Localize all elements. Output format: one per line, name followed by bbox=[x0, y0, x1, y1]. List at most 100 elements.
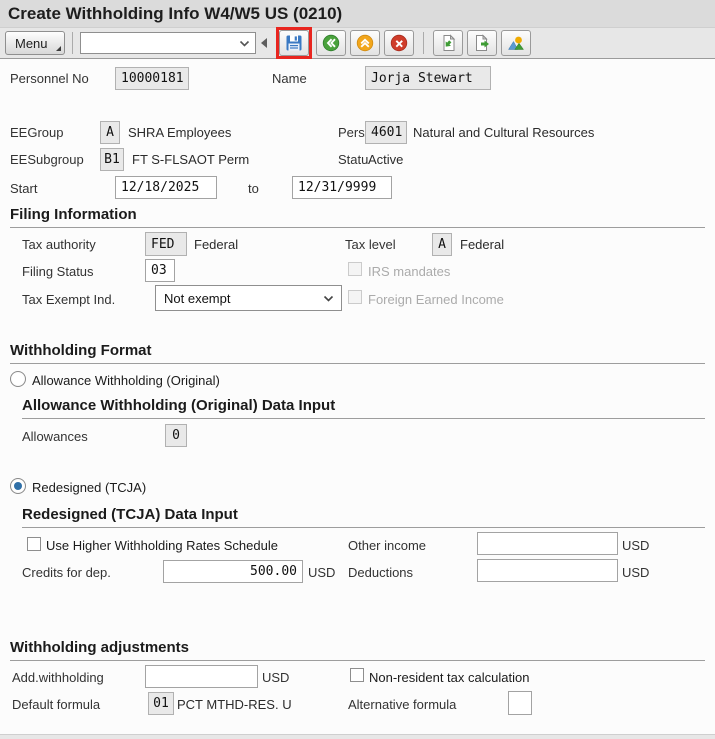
previous-record-icon bbox=[443, 34, 455, 51]
tax-level-label: Tax level bbox=[345, 237, 396, 252]
allowances-label: Allowances bbox=[22, 429, 88, 444]
cancel-button[interactable] bbox=[383, 30, 414, 56]
menu-button-label: Menu bbox=[15, 35, 48, 51]
filing-status-input[interactable] bbox=[145, 259, 175, 282]
back-button[interactable] bbox=[315, 30, 346, 56]
section-divider bbox=[10, 660, 705, 661]
section-divider bbox=[10, 363, 705, 364]
name-label: Name bbox=[272, 71, 307, 86]
withholding-format-header: Withholding Format bbox=[10, 342, 152, 359]
nonresident-tax-checkbox[interactable] bbox=[350, 668, 364, 682]
use-higher-rates-label: Use Higher Withholding Rates Schedule bbox=[46, 538, 278, 553]
tax-authority-text: Federal bbox=[194, 237, 239, 252]
eegroup-field: A bbox=[100, 121, 120, 144]
titlebar: Create Withholding Info W4/W5 US (0210) bbox=[0, 0, 715, 28]
toolbar: Menu bbox=[0, 27, 715, 59]
filing-status-label: Filing Status bbox=[22, 264, 94, 279]
deductions-label: Deductions bbox=[348, 565, 414, 580]
foreign-earned-income-label: Foreign Earned Income bbox=[368, 292, 504, 307]
tax-level-text: Federal bbox=[460, 237, 505, 252]
exit-icon bbox=[356, 34, 373, 52]
personnel-no-label: Personnel No bbox=[10, 71, 89, 86]
deductions-input[interactable] bbox=[477, 559, 618, 582]
chevron-down-icon bbox=[239, 40, 249, 47]
status-text: Active bbox=[368, 152, 404, 167]
to-label: to bbox=[248, 181, 259, 196]
other-income-label: Other income bbox=[348, 538, 427, 553]
allowance-withholding-radio[interactable] bbox=[10, 371, 26, 387]
save-button[interactable] bbox=[278, 30, 309, 56]
credits-for-dep-input[interactable] bbox=[163, 560, 303, 583]
window-bottom-edge bbox=[0, 734, 715, 739]
irs-mandates-checkbox bbox=[348, 262, 362, 276]
eegroup-label: EEGroup bbox=[10, 125, 64, 140]
next-record-button[interactable] bbox=[466, 30, 497, 56]
redesigned-tcja-radio[interactable] bbox=[10, 478, 26, 494]
tax-exempt-dropdown[interactable]: Not exempt bbox=[155, 285, 342, 311]
eesubgroup-text: FT S-FLSAOT Perm bbox=[132, 152, 250, 167]
persa-label: PersA bbox=[338, 125, 374, 140]
redesigned-tcja-radio-label: Redesigned (TCJA) bbox=[32, 480, 147, 495]
add-withholding-currency: USD bbox=[262, 670, 290, 685]
foreign-earned-income-checkbox bbox=[348, 290, 362, 304]
overview-icon bbox=[507, 36, 524, 50]
allowances-field: 0 bbox=[165, 424, 187, 447]
credits-for-dep-currency: USD bbox=[308, 565, 336, 580]
exit-button[interactable] bbox=[349, 30, 380, 56]
command-combobox[interactable] bbox=[79, 32, 256, 54]
alternative-formula-label: Alternative formula bbox=[348, 697, 457, 712]
add-withholding-label: Add.withholding bbox=[12, 670, 104, 685]
menu-corner-icon bbox=[55, 46, 61, 51]
end-date-input[interactable] bbox=[292, 176, 392, 199]
name-field: Jorja Stewart bbox=[365, 66, 491, 90]
section-divider bbox=[22, 527, 705, 528]
allowance-data-input-header: Allowance Withholding (Original) Data In… bbox=[22, 397, 336, 414]
eesubgroup-label: EESubgroup bbox=[10, 152, 84, 167]
next-record-icon bbox=[475, 34, 489, 51]
tcja-data-input-header: Redesigned (TCJA) Data Input bbox=[22, 506, 238, 523]
irs-mandates-label: IRS mandates bbox=[368, 264, 451, 279]
default-formula-text: PCT MTHD-RES. U bbox=[177, 697, 292, 712]
previous-record-button[interactable] bbox=[432, 30, 463, 56]
back-icon bbox=[322, 34, 339, 52]
default-formula-label: Default formula bbox=[12, 697, 101, 712]
eesubgroup-field: B1 bbox=[100, 148, 124, 171]
withholding-adjustments-header: Withholding adjustments bbox=[10, 639, 190, 656]
alternative-formula-input[interactable] bbox=[508, 691, 532, 715]
save-icon bbox=[286, 35, 302, 51]
section-divider bbox=[10, 227, 705, 228]
page-title: Create Withholding Info W4/W5 US (0210) bbox=[8, 4, 343, 23]
start-label: Start bbox=[10, 181, 38, 196]
toolbar-separator bbox=[71, 32, 73, 54]
tax-authority-field: FED bbox=[145, 232, 187, 256]
tax-level-field: A bbox=[432, 233, 452, 256]
tax-exempt-value: Not exempt bbox=[164, 290, 231, 306]
start-date-input[interactable] bbox=[115, 176, 217, 199]
section-divider bbox=[22, 418, 705, 419]
tax-exempt-label: Tax Exempt Ind. bbox=[22, 292, 116, 307]
persa-field: 4601 bbox=[365, 121, 407, 144]
collapse-left-icon[interactable] bbox=[260, 38, 267, 48]
nonresident-tax-label: Non-resident tax calculation bbox=[369, 670, 530, 685]
persa-text: Natural and Cultural Resources bbox=[413, 125, 595, 140]
allowance-withholding-radio-label: Allowance Withholding (Original) bbox=[32, 373, 220, 388]
other-income-currency: USD bbox=[622, 538, 650, 553]
credits-for-dep-label: Credits for dep. bbox=[22, 565, 111, 580]
toolbar-separator bbox=[422, 32, 424, 54]
personnel-no-field: 10000181 bbox=[115, 67, 189, 90]
status-label: Statu bbox=[338, 152, 369, 167]
add-withholding-input[interactable] bbox=[145, 665, 258, 688]
save-highlight-box bbox=[275, 27, 312, 59]
tax-authority-label: Tax authority bbox=[22, 237, 96, 252]
overview-button[interactable] bbox=[500, 30, 531, 56]
eegroup-text: SHRA Employees bbox=[128, 125, 232, 140]
default-formula-field: 01 bbox=[148, 692, 174, 715]
other-income-input[interactable] bbox=[477, 532, 618, 555]
menu-button[interactable]: Menu bbox=[5, 31, 65, 55]
cancel-icon bbox=[390, 34, 407, 52]
deductions-currency: USD bbox=[622, 565, 650, 580]
use-higher-rates-checkbox[interactable] bbox=[27, 537, 41, 551]
chevron-down-icon bbox=[323, 295, 334, 302]
filing-information-header: Filing Information bbox=[10, 206, 137, 223]
